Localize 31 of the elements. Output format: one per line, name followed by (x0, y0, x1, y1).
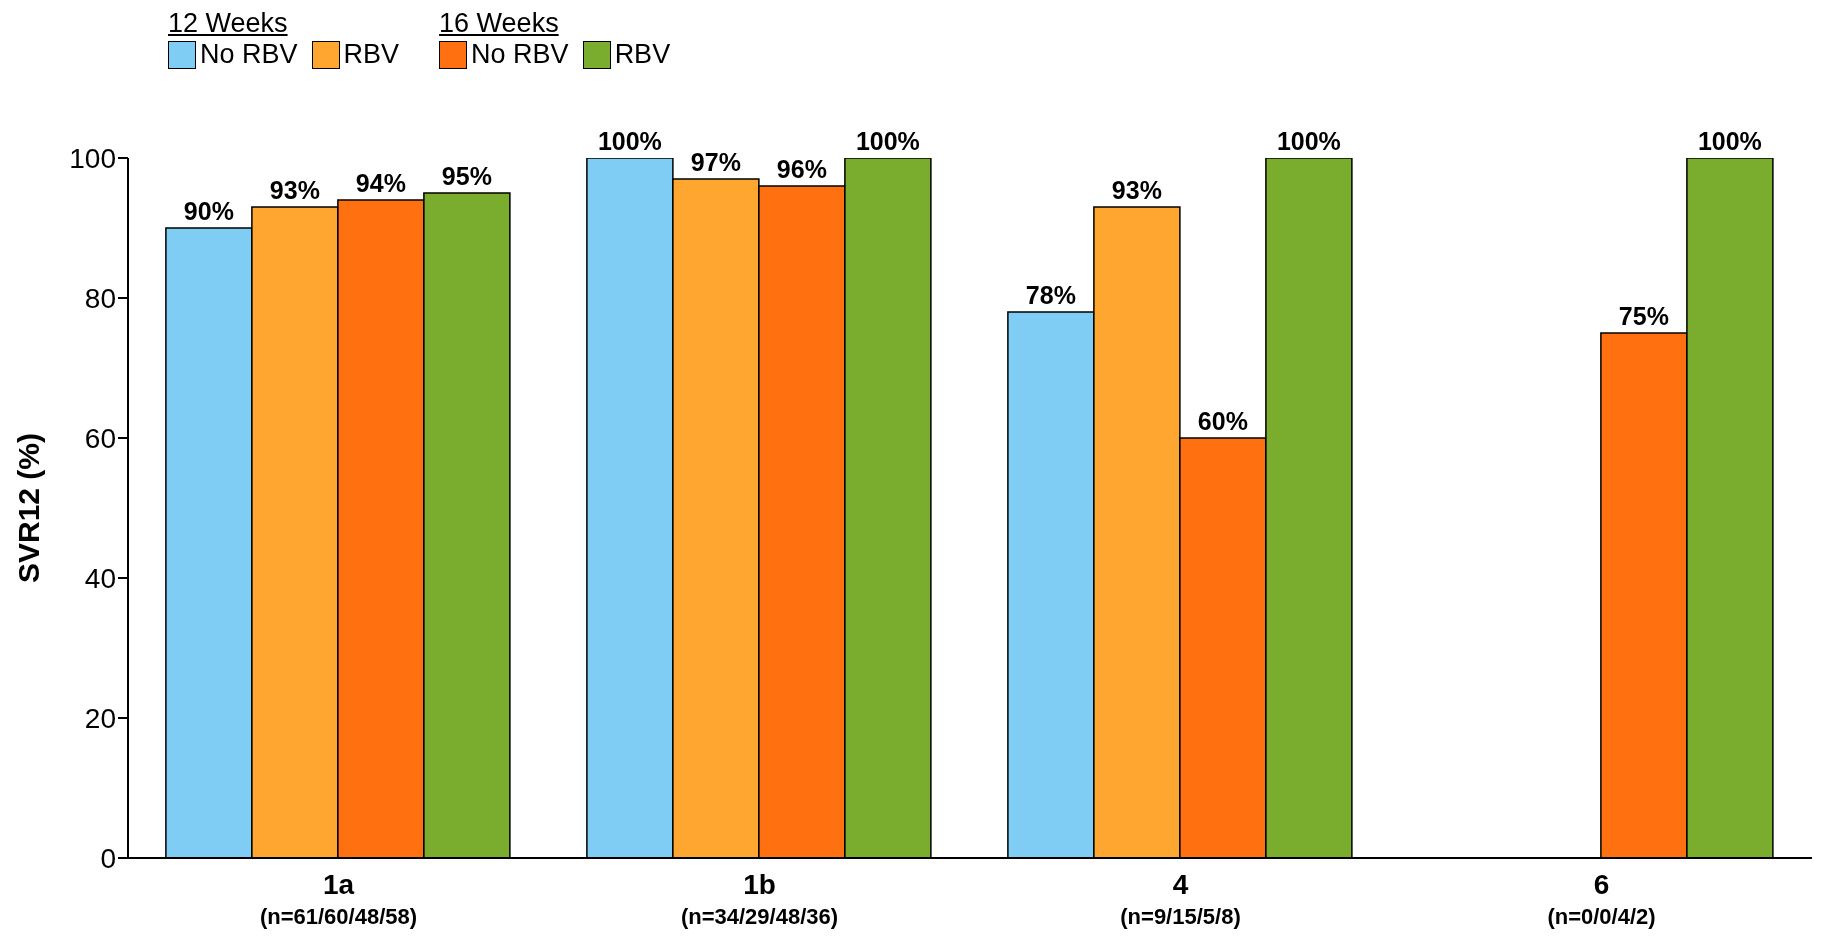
legend-label: No RBV (471, 39, 569, 70)
y-axis-title: SVR12 (%) (11, 432, 45, 584)
y-tick-label: 100 (69, 142, 116, 174)
data-label: 100% (1697, 127, 1762, 155)
x-tick-label: 6 (n=0/0/4/2) (1547, 869, 1656, 929)
y-tick-label: 40 (84, 562, 116, 594)
y-tick-label: 60 (84, 422, 116, 454)
y-tick-label: 20 (84, 702, 116, 734)
data-label: 94% (355, 169, 406, 197)
data-label: 95% (441, 162, 492, 190)
data-label: 93% (269, 176, 320, 204)
data-label: 100% (597, 127, 662, 155)
text: 12 Weeks (168, 8, 289, 39)
x-tick-label: 4 (n=9/15/5/8) (1120, 869, 1241, 929)
y-tick-label: 80 (84, 282, 116, 314)
data-label: 75% (1618, 302, 1669, 330)
data-label: 60% (1197, 407, 1248, 435)
data-label: 78% (1025, 281, 1076, 309)
data-label: 97% (690, 148, 741, 176)
data-label: 100% (855, 127, 920, 155)
text: 16 Weeks (439, 8, 560, 39)
data-label: 100% (1276, 127, 1341, 155)
legend-label: No RBV (200, 39, 298, 70)
x-tick-label: 1b (n=34/29/48/36) (680, 869, 839, 929)
data-label: 90% (183, 197, 234, 225)
data-label: 96% (776, 155, 827, 183)
legend-label: RBV (343, 39, 400, 70)
y-tick-label: 0 (100, 842, 116, 874)
data-label: 93% (1111, 176, 1162, 204)
x-tick-label: 1a (n=61/60/48/58) (259, 869, 418, 929)
legend-label: RBV (614, 39, 671, 70)
